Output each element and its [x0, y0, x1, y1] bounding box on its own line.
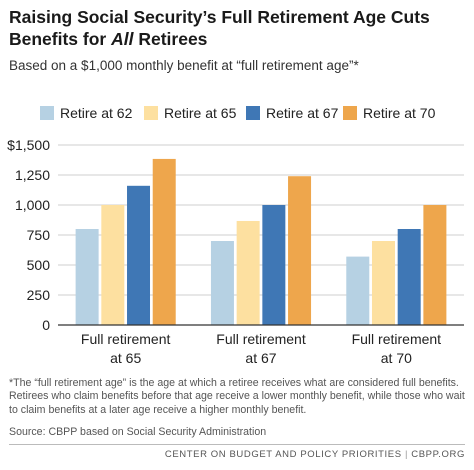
chart-legend: Retire at 62 Retire at 65 Retire at 67 Reti… — [40, 105, 436, 121]
bar-full-retirement-at-65-retire-at-70 — [152, 158, 176, 325]
legend-swatch-retire-at-62 — [40, 106, 54, 120]
chart-bars — [75, 158, 447, 325]
bar-full-retirement-at-70-retire-at-67 — [397, 229, 421, 325]
chart-title-line-1: Raising Social Security’s Full Retiremen… — [9, 7, 430, 27]
legend-swatch-retire-at-67 — [246, 106, 260, 120]
chart-title-line-2-suffix: Retirees — [133, 29, 208, 49]
chart-subtitle: Based on a $1,000 monthly benefit at “fu… — [9, 58, 359, 73]
bar-full-retirement-at-70-retire-at-65 — [371, 241, 395, 325]
bar-full-retirement-at-65-retire-at-65 — [101, 205, 125, 325]
legend-label-retire-at-65: Retire at 65 — [164, 105, 237, 121]
x-tick-label-line: Full retirement — [81, 331, 171, 347]
legend-swatch-retire-at-70 — [343, 106, 357, 120]
chart-source: Source: CBPP based on Social Security Ad… — [9, 426, 267, 438]
legend-label-retire-at-62: Retire at 62 — [60, 105, 133, 121]
legend-label-retire-at-67: Retire at 67 — [266, 105, 339, 121]
x-tick-label-full-retirement-at-67: Full retirement at 67 — [216, 331, 306, 366]
legend-label-retire-at-70: Retire at 70 — [363, 105, 436, 121]
x-tick-label-line: at 67 — [245, 350, 276, 366]
chart-title-line-2-prefix: Benefits for — [9, 29, 112, 49]
footer-org: CENTER ON BUDGET AND POLICY PRIORITIES — [164, 449, 402, 460]
bar-full-retirement-at-67-retire-at-67 — [262, 205, 286, 325]
footer-site: CBPP.ORG — [411, 449, 465, 460]
x-tick-label-line: Full retirement — [216, 331, 306, 347]
bar-full-retirement-at-70-retire-at-70 — [423, 205, 447, 325]
footer: CENTER ON BUDGET AND POLICY PRIORITIES |… — [165, 449, 465, 460]
bar-full-retirement-at-65-retire-at-67 — [127, 185, 151, 325]
footer-separator: | — [404, 449, 409, 460]
y-axis-tick-labels: 0 250 500 750 1,000 1,250 $1,500 — [7, 137, 50, 333]
bar-full-retirement-at-67-retire-at-62 — [210, 241, 234, 325]
x-tick-label-full-retirement-at-65: Full retirement at 65 — [81, 331, 171, 366]
y-tick-label-1000: 1,000 — [15, 197, 50, 213]
bar-full-retirement-at-67-retire-at-65 — [236, 220, 260, 325]
y-tick-label-750: 750 — [27, 227, 51, 243]
x-tick-label-line: Full retirement — [352, 331, 442, 347]
x-axis-tick-labels: Full retirement at 65 Full retirement at 67… — [81, 331, 441, 366]
chart-title-line-2: Benefits for All Retirees — [9, 28, 465, 50]
footer-divider — [9, 444, 465, 445]
y-tick-label-1500: $1,500 — [7, 137, 50, 153]
chart-title: Raising Social Security’s Full Retiremen… — [9, 6, 465, 50]
y-tick-label-0: 0 — [42, 317, 50, 333]
x-tick-label-full-retirement-at-70: Full retirement at 70 — [352, 331, 442, 366]
bar-full-retirement-at-65-retire-at-62 — [75, 229, 99, 325]
x-tick-label-line: at 70 — [381, 350, 412, 366]
chart-gridlines — [58, 144, 464, 296]
chart-title-emphasis: All — [111, 29, 134, 49]
y-tick-label-1250: 1,250 — [15, 167, 50, 183]
legend-swatch-retire-at-65 — [144, 106, 158, 120]
bar-full-retirement-at-70-retire-at-62 — [346, 256, 370, 325]
y-tick-label-500: 500 — [27, 257, 51, 273]
chart-footnote: *The “full retirement age” is the age at… — [9, 377, 465, 416]
y-tick-label-250: 250 — [27, 287, 51, 303]
bar-full-retirement-at-67-retire-at-70 — [288, 176, 312, 325]
x-tick-label-line: at 65 — [110, 350, 141, 366]
